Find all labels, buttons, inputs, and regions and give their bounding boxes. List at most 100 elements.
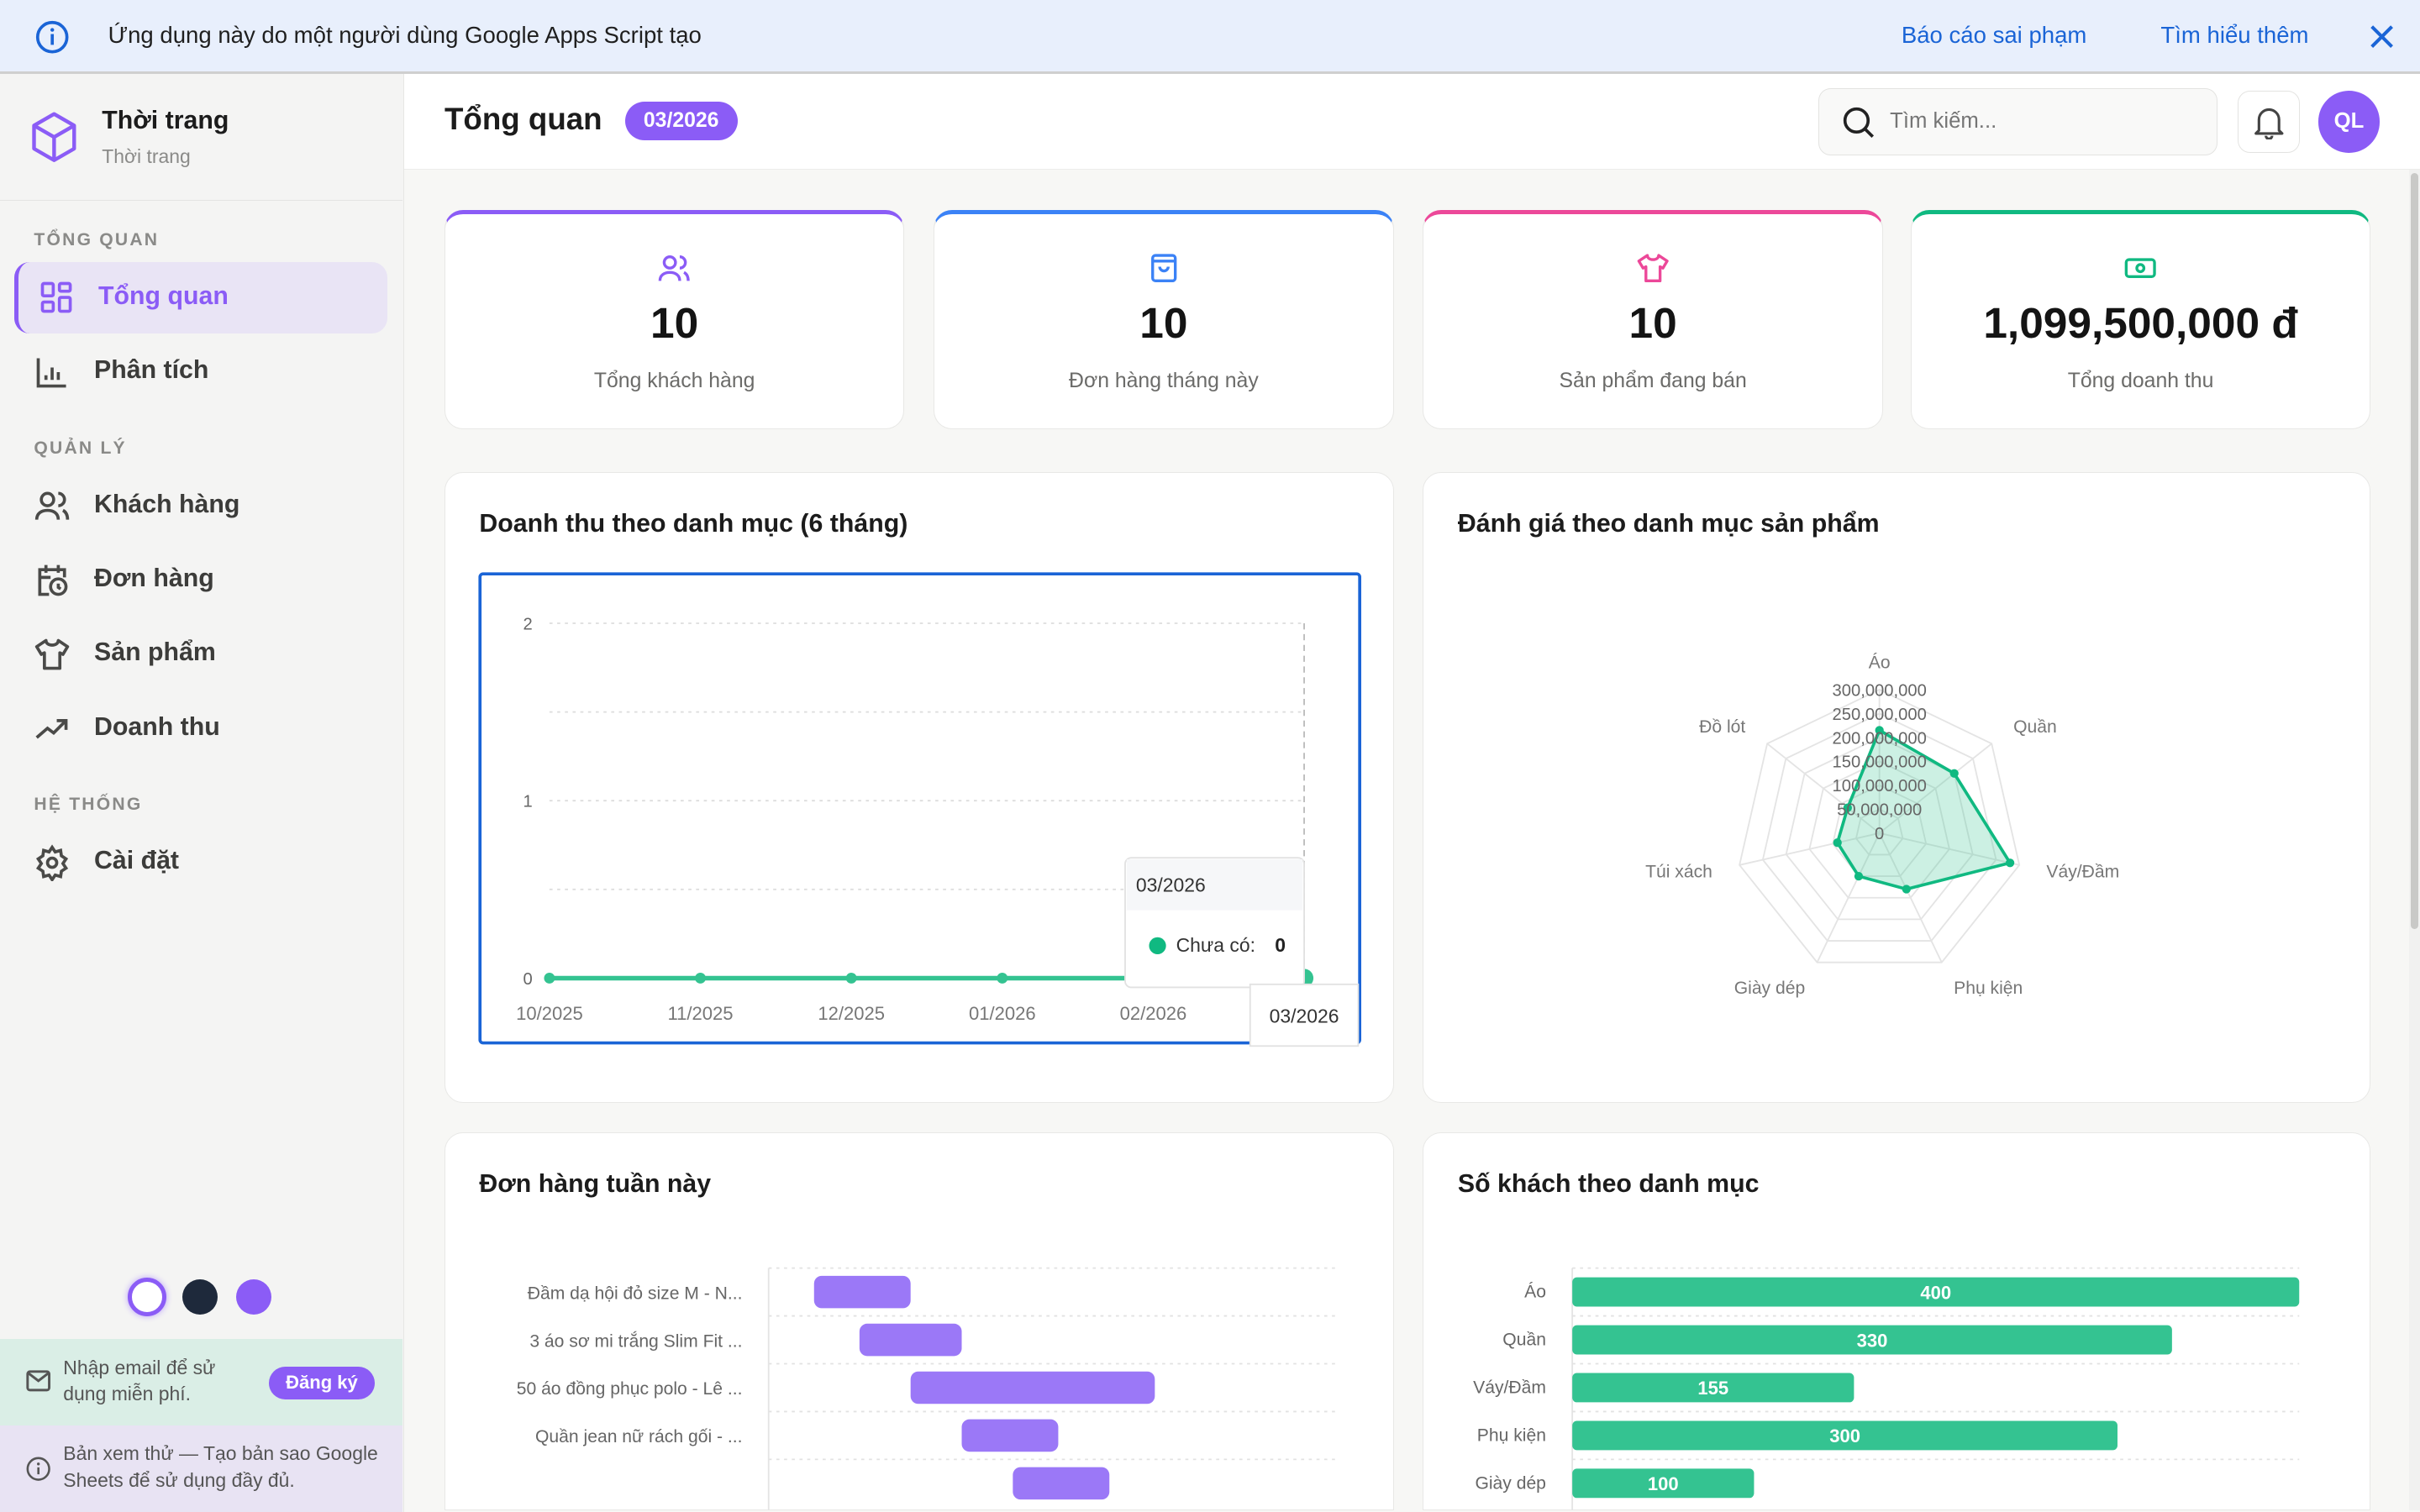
category-bar bbox=[1572, 1325, 2173, 1355]
order-label: Đầm dạ hội đỏ size M - N... bbox=[528, 1284, 743, 1304]
panel-title: Doanh thu theo danh mục (6 tháng) bbox=[479, 510, 908, 538]
sidebar-item-settings[interactable]: Cài đặt bbox=[14, 827, 387, 897]
avatar[interactable]: QL bbox=[2317, 91, 2381, 153]
signup-text: Nhập email để sử dụng miễn phí. bbox=[63, 1356, 216, 1404]
shirt-icon bbox=[35, 638, 70, 670]
theme-dark-swatch[interactable] bbox=[182, 1278, 218, 1315]
radar-tick-label: 100,000,000 bbox=[1833, 777, 1927, 795]
x-tick-label: 01/2026 bbox=[969, 1003, 1036, 1024]
notifications-button[interactable] bbox=[2238, 91, 2300, 153]
radar-axis-line bbox=[1879, 832, 2020, 866]
preview-note-box: Bản xem thử — Tạo bản sao Google Sheets … bbox=[0, 1425, 403, 1512]
gear-icon bbox=[36, 844, 69, 881]
users-icon bbox=[659, 255, 691, 281]
sidebar-item-label: Cài đặt bbox=[94, 847, 180, 875]
order-label: Quần jean nữ rách gối - ... bbox=[535, 1427, 742, 1446]
category-label: Giày dép bbox=[1476, 1473, 1547, 1493]
x-tick-label: 11/2025 bbox=[667, 1003, 733, 1024]
search-box[interactable] bbox=[1818, 87, 2218, 156]
radar-axis-line bbox=[1767, 743, 1881, 834]
stat-value: 10 bbox=[1628, 297, 1677, 347]
users-icon bbox=[35, 491, 70, 521]
radar-point bbox=[2006, 858, 2015, 868]
radar-category-label: Quần bbox=[2014, 717, 2058, 737]
calendar-clock-icon bbox=[38, 564, 68, 596]
radar-point bbox=[1844, 803, 1853, 812]
info-icon bbox=[36, 20, 69, 54]
radar-grid-ring bbox=[1739, 688, 2021, 963]
preview-note: Bản xem thử — Tạo bản sao Google Sheets … bbox=[63, 1442, 378, 1491]
search-icon bbox=[1844, 107, 1875, 138]
x-tick-label: 10/2025 bbox=[516, 1003, 583, 1024]
data-point bbox=[544, 973, 555, 984]
sidebar-item-label: Tổng quan bbox=[98, 282, 229, 311]
radar-point bbox=[1833, 838, 1843, 848]
radar-point bbox=[1854, 871, 1864, 881]
search-input[interactable] bbox=[1890, 104, 2199, 139]
sidebar-item-revenue[interactable]: Doanh thu bbox=[14, 693, 387, 764]
sidebar: Thời trang Thời trang TỔNG QUAN Tổng qua… bbox=[0, 74, 405, 1512]
panel-title: Đánh giá theo danh mục sản phẩm bbox=[1457, 510, 1880, 538]
theme-light-swatch[interactable] bbox=[128, 1277, 167, 1316]
signup-button[interactable]: Đăng ký bbox=[268, 1367, 376, 1399]
radar-category-label: Áo bbox=[1869, 653, 1891, 672]
radar-area bbox=[1836, 727, 2013, 891]
weekly-orders-chart[interactable]: Đầm dạ hội đỏ size M - N... 3 áo sơ mi tr… bbox=[445, 1132, 1394, 1511]
sidebar-item-label: Sản phẩm bbox=[94, 638, 216, 667]
customers-bar-chart[interactable]: 400 Áo 330 Quần 155 Váy/Đầm 300 Phụ kiện 100 Giày… bbox=[1423, 1132, 2370, 1511]
category-radar-chart[interactable]: 0 50,000,000 100,000,000 150,000,000 200,000… bbox=[1423, 472, 2370, 1103]
sidebar-item-analytics[interactable]: Phân tích bbox=[14, 336, 387, 407]
category-label: Quần bbox=[1503, 1331, 1547, 1350]
info-icon bbox=[26, 1457, 51, 1481]
category-rating-panel: Đánh giá theo danh mục sản phẩm bbox=[1423, 472, 2371, 1104]
revenue-line-chart[interactable]: 0 1 2 10/2025 11/2025 12/2025 01/2026 02/2026 03… bbox=[445, 472, 1394, 1103]
trending-up-icon bbox=[35, 718, 68, 739]
report-abuse-link[interactable]: Báo cáo sai phạm bbox=[1901, 21, 2087, 48]
radar-grid-ring bbox=[1786, 736, 1975, 921]
bar-value-label: 100 bbox=[1648, 1473, 1679, 1494]
learn-more-link[interactable]: Tìm hiểu thêm bbox=[2160, 21, 2309, 48]
radar-category-label: Giày dép bbox=[1734, 979, 1806, 998]
close-icon[interactable] bbox=[2369, 24, 2395, 50]
radar-category-label: Phụ kiện bbox=[1954, 979, 2023, 998]
stat-label: Sản phẩm đang bán bbox=[1559, 370, 1747, 393]
bar-value-label: 400 bbox=[1921, 1283, 1952, 1304]
axis-pointer-label: 03/2026 bbox=[1270, 1005, 1339, 1027]
brand-subtitle: Thời trang bbox=[102, 144, 191, 167]
x-tick-label: 12/2025 bbox=[818, 1003, 885, 1024]
scrollbar-thumb[interactable] bbox=[2410, 172, 2419, 929]
stat-label: Tổng khách hàng bbox=[593, 370, 755, 393]
banknote-icon bbox=[2125, 258, 2157, 278]
radar-category-label: Túi xách bbox=[1646, 863, 1713, 882]
radar-axis-line bbox=[1879, 832, 1944, 963]
order-label: 50 áo đồng phục polo - Lê ... bbox=[517, 1379, 743, 1399]
bar-value-label: 300 bbox=[1830, 1425, 1861, 1446]
sidebar-item-orders[interactable]: Đơn hàng bbox=[14, 544, 387, 615]
main-scrollbar[interactable] bbox=[2409, 170, 2420, 1511]
tooltip-value: 0 bbox=[1275, 934, 1286, 956]
sidebar-item-products[interactable]: Sản phẩm bbox=[14, 619, 387, 690]
radar-tick-label: 250,000,000 bbox=[1833, 706, 1927, 724]
dashboard-grid-icon bbox=[41, 282, 72, 313]
radar-category-label: Đồ lót bbox=[1700, 717, 1746, 737]
category-bar bbox=[1572, 1420, 2118, 1451]
sidebar-item-overview[interactable]: Tổng quan bbox=[13, 262, 387, 333]
sidebar-item-label: Đơn hàng bbox=[94, 564, 214, 593]
bar-value-label: 330 bbox=[1857, 1330, 1888, 1351]
category-label: Váy/Đầm bbox=[1474, 1378, 1547, 1398]
stat-card-products: 10 Sản phẩm đang bán bbox=[1423, 209, 1883, 429]
theme-purple-swatch[interactable] bbox=[236, 1278, 272, 1315]
radar-axis-line bbox=[1817, 832, 1881, 963]
section-label-system: HỆ THỐNG bbox=[34, 794, 143, 814]
y-tick-label: 1 bbox=[523, 793, 532, 811]
chart-focus-frame bbox=[478, 572, 1361, 1045]
stat-value: 1,099,500,000 đ bbox=[1983, 297, 2298, 347]
category-label: Áo bbox=[1525, 1283, 1547, 1302]
section-label-overview: TỔNG QUAN bbox=[34, 229, 160, 249]
order-bar bbox=[1013, 1467, 1110, 1500]
brand: Thời trang Thời trang bbox=[0, 74, 403, 201]
bell-icon bbox=[2254, 108, 2284, 140]
y-tick-label: 0 bbox=[523, 970, 532, 989]
sidebar-item-customers[interactable]: Khách hàng bbox=[14, 470, 387, 541]
